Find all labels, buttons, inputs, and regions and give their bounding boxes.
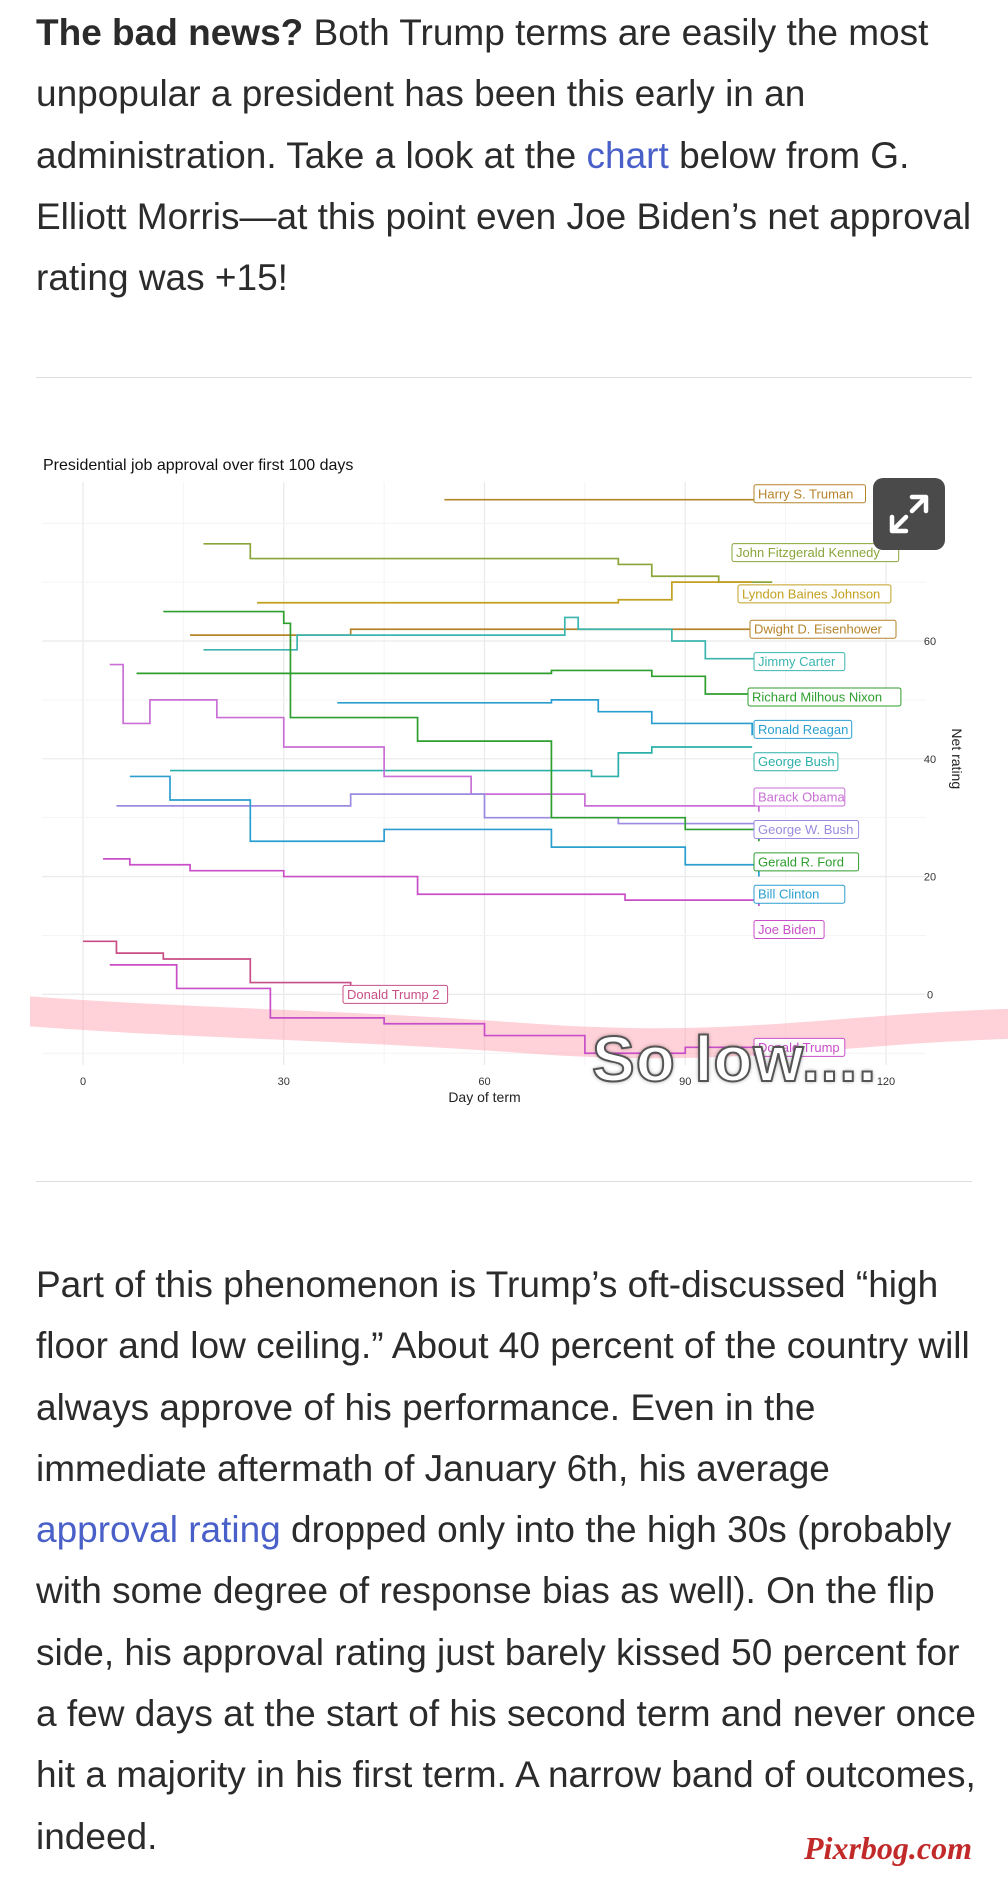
intro-paragraph: The bad news? Both Trump terms are easil… bbox=[36, 2, 976, 308]
expand-arrows-icon bbox=[889, 494, 929, 534]
series-label-box bbox=[753, 752, 839, 772]
series-label-box bbox=[747, 687, 902, 707]
series-label-box bbox=[753, 1037, 846, 1057]
series-label: Richard Milhous Nixon bbox=[752, 689, 882, 704]
intro-bold-lead: The bad news? bbox=[36, 12, 304, 53]
series-label: George Bush bbox=[758, 754, 835, 769]
so-low-annotation: So low.... bbox=[591, 1022, 877, 1096]
series-line bbox=[337, 699, 754, 736]
bottom-divider bbox=[36, 1181, 972, 1182]
series-label: Bill Clinton bbox=[758, 887, 819, 902]
series-line bbox=[203, 616, 760, 671]
series-label: Lyndon Baines Johnson bbox=[742, 586, 880, 601]
series-line bbox=[163, 610, 760, 842]
y-tick-label: 40 bbox=[924, 754, 936, 766]
series-label: Joe Biden bbox=[758, 922, 816, 937]
body-text-a: Part of this phenomenon is Trump’s oft-d… bbox=[36, 1264, 970, 1489]
body-text-b: dropped only into the high 30s (probably… bbox=[36, 1509, 976, 1857]
series-label-box bbox=[749, 619, 897, 639]
y-tick-label: 60 bbox=[924, 636, 936, 648]
series-label-box bbox=[737, 584, 892, 604]
body-paragraph: Part of this phenomenon is Trump’s oft-d… bbox=[36, 1254, 976, 1867]
series-label: Donald Trump bbox=[758, 1040, 840, 1055]
series-line bbox=[169, 746, 753, 778]
series-label-box bbox=[342, 984, 449, 1004]
series-label: Jimmy Carter bbox=[758, 654, 836, 669]
highlight-band bbox=[30, 996, 1008, 1059]
approval-rating-link[interactable]: approval rating bbox=[36, 1509, 281, 1551]
intro-text-b: below from G. Elliott Morris—at this poi… bbox=[36, 134, 972, 299]
approval-chart: Harry S. Truman John Fitzgerald Kennedy Ly… bbox=[30, 440, 1008, 1120]
series-line bbox=[116, 793, 760, 836]
series-label: Dwight D. Eisenhower bbox=[754, 622, 883, 637]
y-tick-label: 0 bbox=[927, 989, 933, 1001]
series-line bbox=[103, 858, 760, 906]
series-line bbox=[136, 669, 759, 695]
series-line bbox=[129, 775, 760, 877]
series-label-box bbox=[753, 484, 866, 504]
series-label: Barack Obama bbox=[758, 790, 845, 805]
series-line bbox=[256, 581, 753, 604]
intro-text-a: Both Trump terms are easily the most unp… bbox=[36, 12, 929, 176]
series-label-box bbox=[731, 543, 900, 563]
series-label-box bbox=[753, 884, 846, 904]
x-tick-label: 90 bbox=[679, 1076, 691, 1088]
series-line bbox=[109, 964, 760, 1055]
series-line bbox=[203, 542, 773, 583]
y-tick-label: 20 bbox=[924, 872, 936, 884]
series-label-box bbox=[753, 787, 846, 807]
series-line bbox=[190, 628, 753, 636]
chart-svg: Harry S. Truman John Fitzgerald Kennedy Ly… bbox=[30, 457, 1008, 1105]
x-axis-title: Day of term bbox=[448, 1089, 520, 1105]
chart-title: Presidential job approval over first 100… bbox=[43, 457, 353, 474]
chart-link[interactable]: chart bbox=[586, 134, 669, 176]
top-divider bbox=[36, 377, 972, 378]
y-axis-title: Net rating bbox=[949, 728, 965, 789]
series-label: Donald Trump 2 bbox=[347, 987, 440, 1002]
watermark: Pixrbog.com bbox=[804, 1830, 972, 1866]
x-tick-label: 60 bbox=[478, 1076, 490, 1088]
series-label-box bbox=[753, 652, 846, 672]
x-tick-label: 120 bbox=[877, 1076, 895, 1088]
series-label-box bbox=[753, 852, 860, 872]
series-label: Gerald R. Ford bbox=[758, 854, 844, 869]
series-label: John Fitzgerald Kennedy bbox=[736, 545, 880, 560]
series-label: Ronald Reagan bbox=[758, 722, 848, 737]
series-label-box bbox=[753, 920, 825, 940]
series-line bbox=[109, 663, 760, 812]
series-line bbox=[83, 940, 352, 989]
series-label: Harry S. Truman bbox=[758, 486, 853, 501]
series-label-box bbox=[753, 819, 860, 839]
x-tick-label: 30 bbox=[278, 1076, 290, 1088]
series-label: George W. Bush bbox=[758, 822, 853, 837]
x-tick-label: 0 bbox=[80, 1076, 86, 1088]
series-label-box bbox=[753, 719, 853, 739]
expand-button[interactable] bbox=[873, 478, 945, 550]
